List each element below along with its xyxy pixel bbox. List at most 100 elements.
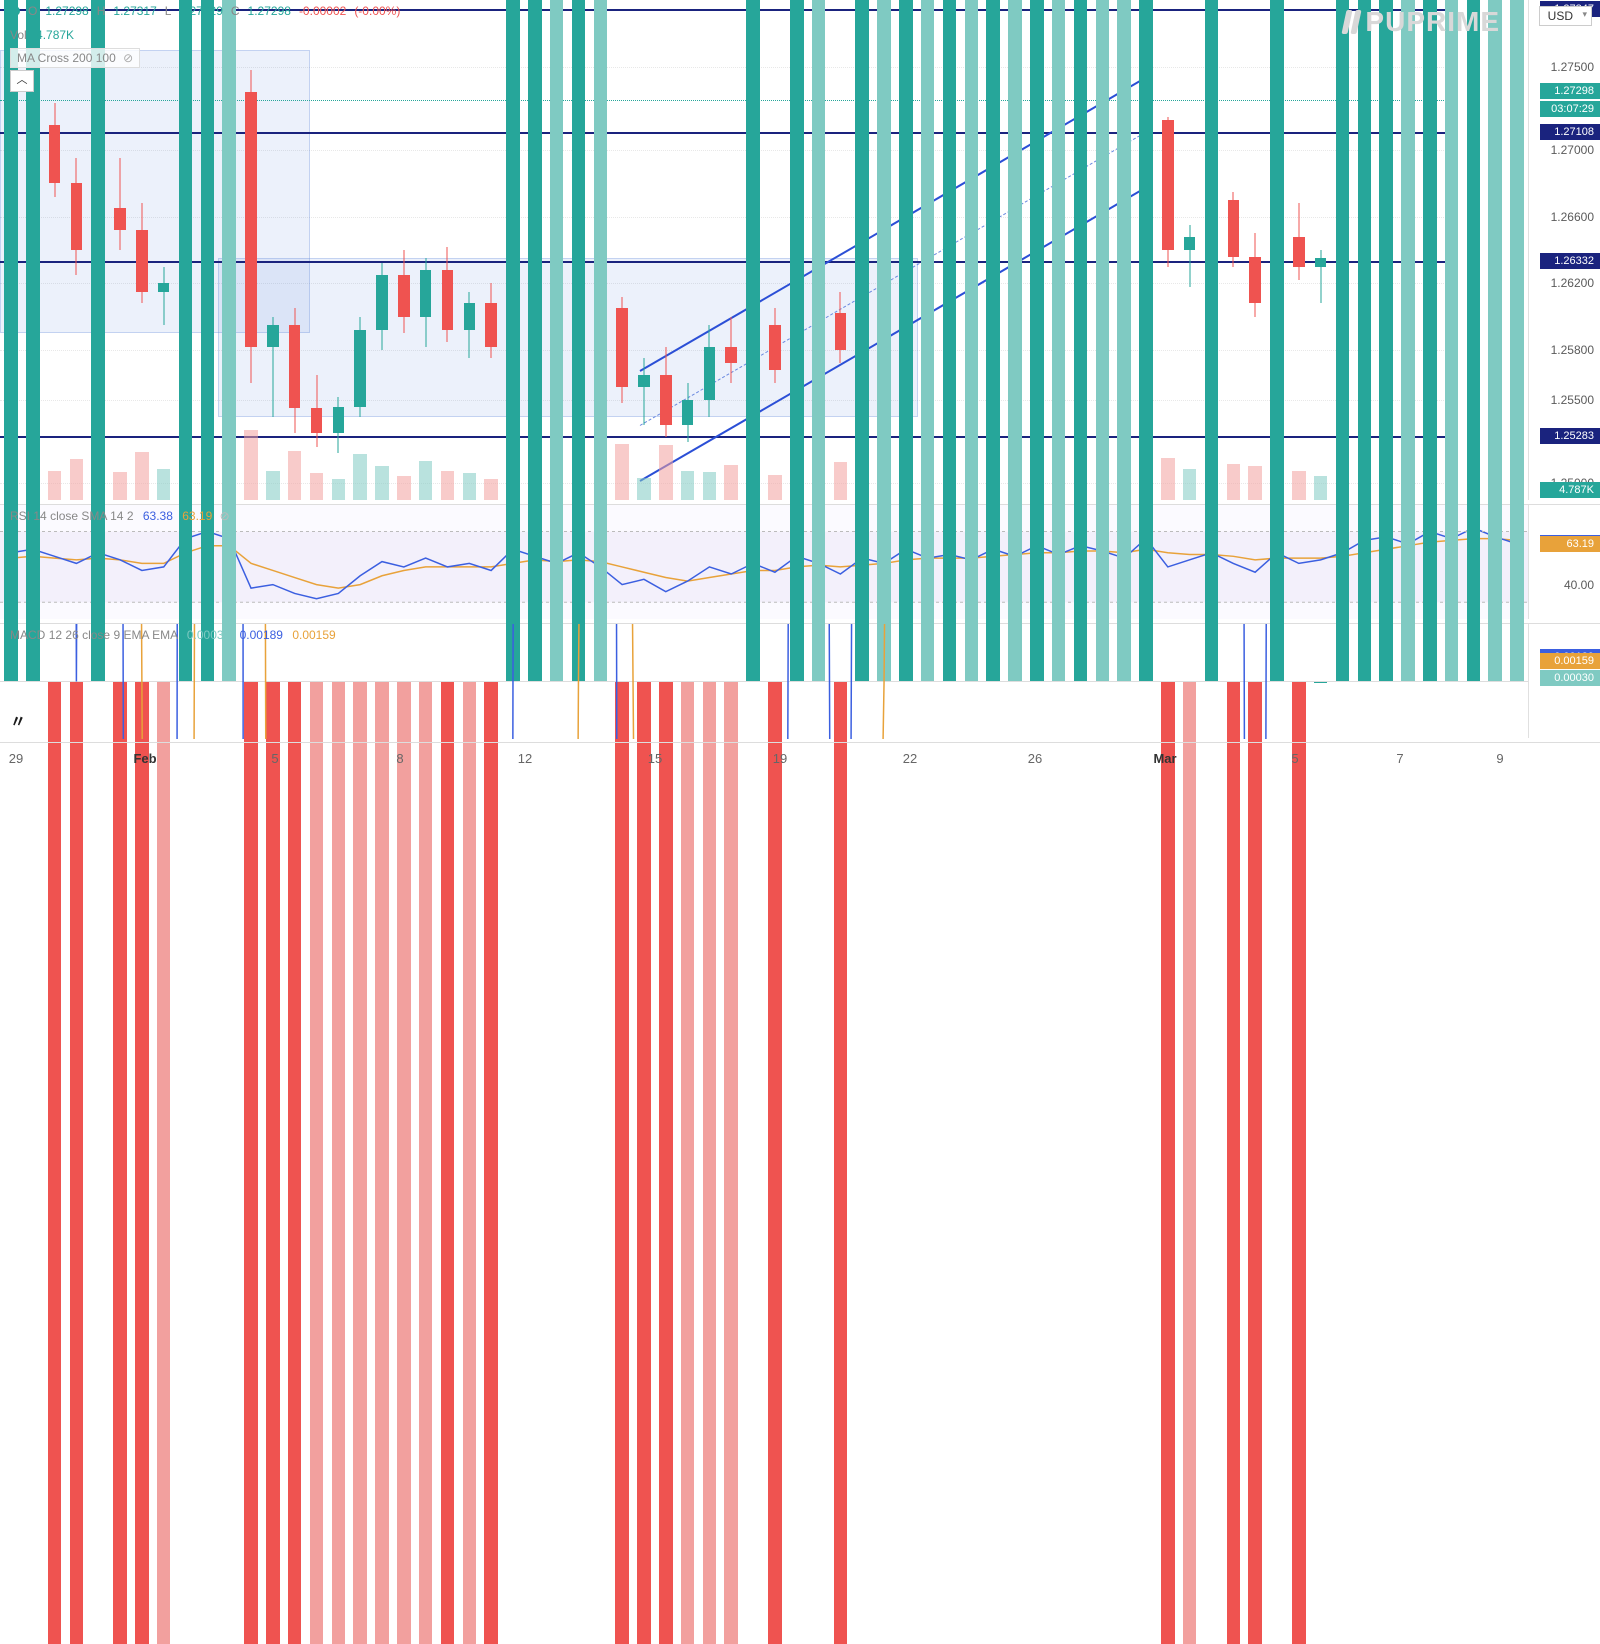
time-tick: 8: [396, 751, 403, 766]
candle: [375, 0, 389, 500]
ma-cross-legend[interactable]: MA Cross 200 100 ⊘: [10, 48, 140, 68]
rsi-y-axis[interactable]: 63.3863.1940.00: [1528, 505, 1600, 619]
currency-selector[interactable]: USD: [1539, 6, 1592, 26]
macd-hist-bar: [1488, 0, 1502, 682]
macd-hist-bar: [594, 0, 608, 682]
price-tick: 1.27500: [1551, 60, 1594, 74]
candle: [135, 0, 149, 500]
candle: [288, 0, 302, 500]
puprime-logo-icon: [1344, 10, 1359, 34]
candle: [1183, 0, 1197, 500]
candle: [157, 0, 171, 500]
macd-hist-bar: [790, 0, 804, 682]
macd-hist-bar: [157, 682, 171, 1644]
macd-hist-bar: [1401, 0, 1415, 682]
macd-hist-bar: [288, 682, 302, 1644]
time-tick: 22: [903, 751, 917, 766]
price-y-axis[interactable]: 1.275001.270001.266001.262001.258001.255…: [1528, 0, 1600, 500]
macd-hist-bar: [659, 682, 673, 1644]
macd-hist-bar: [244, 682, 258, 1644]
macd-hist-bar: [1117, 0, 1131, 682]
candle: [1248, 0, 1262, 500]
macd-hist-bar: [812, 0, 826, 682]
macd-hist-bar: [484, 682, 498, 1644]
candle: [484, 0, 498, 500]
macd-hist-bar: [1074, 0, 1088, 682]
candle: [441, 0, 455, 500]
volume-badge: 4.787K: [1540, 482, 1600, 498]
candle: [724, 0, 738, 500]
macd-hist-bar: [877, 0, 891, 682]
candle: [637, 0, 651, 500]
macd-legend: MACD 12 26 close 9 EMA EMA 0.00030 0.001…: [10, 628, 336, 642]
rsi-tick: 40.00: [1564, 578, 1594, 592]
time-tick: 7: [1396, 751, 1403, 766]
macd-hist-bar: [70, 682, 84, 1644]
macd-hist-bar: [1183, 682, 1197, 1644]
time-tick: 5: [271, 751, 278, 766]
time-tick: 26: [1028, 751, 1042, 766]
macd-hist-bar: [637, 682, 651, 1644]
price-tick: 1.26200: [1551, 276, 1594, 290]
macd-hist-bar: [4, 0, 18, 682]
price-level-badge: 1.25283: [1540, 428, 1600, 444]
macd-hist-bar: [703, 682, 717, 1644]
tradingview-logo-icon[interactable]: 〃: [10, 708, 26, 732]
macd-hist-bar: [91, 0, 105, 682]
candle: [266, 0, 280, 500]
hidden-icon: ⊘: [123, 51, 133, 65]
collapse-button[interactable]: ︿: [10, 70, 34, 92]
time-tick: 12: [518, 751, 532, 766]
macd-hist-bar: [1379, 0, 1393, 682]
candle: [244, 0, 258, 500]
time-axis[interactable]: 29Feb581215192226Mar579: [0, 742, 1600, 782]
time-tick: 15: [648, 751, 662, 766]
candle: [615, 0, 629, 500]
time-tick: 19: [773, 751, 787, 766]
symbol-status-icon: [10, 6, 20, 16]
candle: [1161, 0, 1175, 500]
macd-hist-bar: [441, 682, 455, 1644]
macd-hist-bar: [310, 682, 324, 1644]
macd-hist-bar: [1052, 0, 1066, 682]
macd-hist-bar: [1314, 682, 1328, 683]
time-tick: 9: [1496, 751, 1503, 766]
candle: [834, 0, 848, 500]
macd-hist-bar: [528, 0, 542, 682]
macd-hist-bar: [397, 682, 411, 1644]
candle: [659, 0, 673, 500]
price-tick: 1.27000: [1551, 143, 1594, 157]
macd-hist-bar: [1445, 0, 1459, 682]
macd-hist-bar: [899, 0, 913, 682]
macd-hist-bar: [550, 0, 564, 682]
macd-hist-bar: [266, 682, 280, 1644]
macd-hist-bar: [746, 0, 760, 682]
macd-hist-bar: [615, 682, 629, 1644]
macd-hist-bar: [135, 682, 149, 1644]
macd-hist-bar: [419, 682, 433, 1644]
candle: [1227, 0, 1241, 500]
time-tick: Mar: [1153, 751, 1176, 766]
candle: [48, 0, 62, 500]
macd-hist-bar: [1205, 0, 1219, 682]
macd-hist-bar: [48, 682, 62, 1644]
macd-hist-bar: [1227, 682, 1241, 1644]
macd-hist-bar: [1030, 0, 1044, 682]
macd-hist-bar: [1139, 0, 1153, 682]
candle: [419, 0, 433, 500]
macd-hist-bar: [201, 0, 215, 682]
macd-y-axis[interactable]: 0.001890.001590.00030: [1528, 624, 1600, 738]
price-level-badge: 1.27108: [1540, 124, 1600, 140]
macd-hist-bar: [965, 0, 979, 682]
macd-hist-bar: [375, 682, 389, 1644]
candle: [1292, 0, 1306, 500]
macd-panel[interactable]: MACD 12 26 close 9 EMA EMA 0.00030 0.001…: [0, 623, 1600, 738]
macd-hist-bar: [1358, 0, 1372, 682]
macd-hist-bar: [921, 0, 935, 682]
hidden-icon: ⊘: [220, 509, 230, 523]
macd-hist-bar: [26, 0, 40, 682]
price-tick: 1.25500: [1551, 393, 1594, 407]
macd-hist-bar: [222, 0, 236, 682]
macd-hist-bar: [1423, 0, 1437, 682]
macd-hist-bar: [1161, 682, 1175, 1644]
